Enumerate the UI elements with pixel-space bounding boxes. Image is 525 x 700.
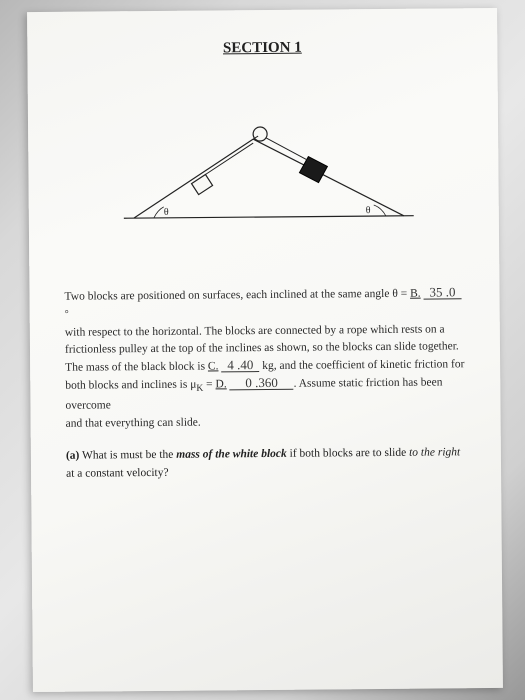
theta-arc-right <box>374 205 386 216</box>
pulley <box>253 127 267 141</box>
text-line1a: Two blocks are positioned on surfaces, e… <box>64 288 410 303</box>
label-d: D. <box>215 378 226 390</box>
rope <box>205 138 308 175</box>
label-b: B. <box>410 288 421 300</box>
qa-text3: at a constant velocity? <box>66 466 169 479</box>
text-line6: and that everything can slide. <box>66 417 201 430</box>
incline-diagram: θ θ <box>113 116 414 234</box>
text-line4b: kg, and the coefficient of kinetic frict… <box>259 359 464 373</box>
question-a: (a) What is must be the mass of the whit… <box>66 444 466 483</box>
blank-friction: 0 .360 <box>230 376 294 391</box>
blank-angle: 35 .0 <box>423 285 461 299</box>
qa-text1: What is must be the <box>79 449 176 462</box>
theta-label-right: θ <box>366 205 371 216</box>
blank-mass: 4 .40 <box>221 358 259 372</box>
text-line2: with respect to the horizontal. The bloc… <box>65 323 445 338</box>
right-incline <box>253 138 404 217</box>
text-line5a: both blocks and inclines is μ <box>65 379 196 392</box>
degree-symbol: ° <box>65 309 69 320</box>
black-block <box>299 156 327 182</box>
qa-italic1: to the right <box>409 446 460 458</box>
theta-label-left: θ <box>164 207 169 218</box>
worksheet-paper: SECTION 1 θ θ Two blocks are positioned … <box>27 8 503 692</box>
question-label: (a) <box>66 449 80 461</box>
theta-arc-left <box>154 207 164 218</box>
text-line4a: The mass of the black block is <box>65 361 208 374</box>
problem-text: Two blocks are positioned on surfaces, e… <box>64 285 465 433</box>
text-line3: frictionless pulley at the top of the in… <box>65 341 459 356</box>
label-c: C. <box>208 361 219 373</box>
text-line5b: = <box>203 378 215 390</box>
qa-bold1: mass of the white block <box>176 448 287 461</box>
section-title: SECTION 1 <box>62 38 462 58</box>
qa-text2: if both blocks are to slide <box>287 447 409 460</box>
left-incline <box>133 139 254 218</box>
